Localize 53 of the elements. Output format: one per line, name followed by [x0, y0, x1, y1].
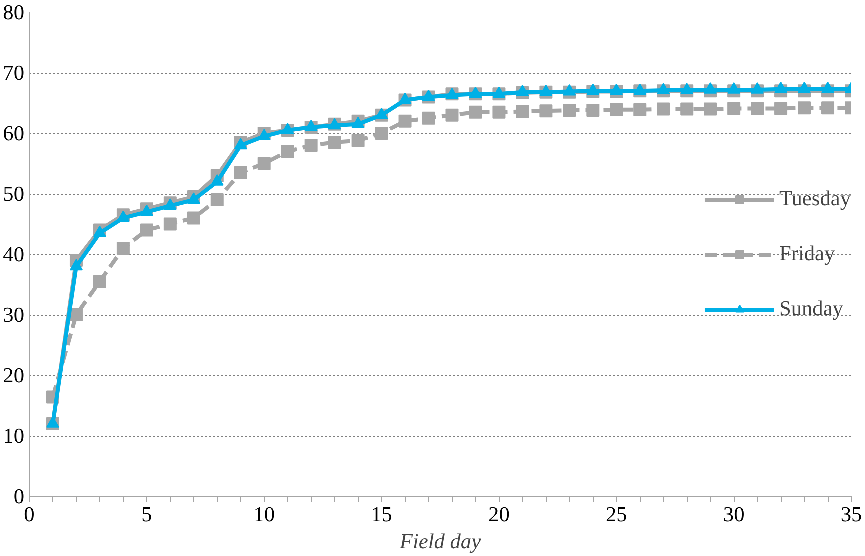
point: [774, 102, 788, 116]
point: [822, 102, 835, 115]
x-tick-label: 10: [254, 502, 276, 526]
point: [680, 102, 694, 116]
y-tick-label: 30: [3, 303, 24, 327]
point: [164, 218, 177, 231]
point: [540, 104, 553, 118]
y-tick-label: 0: [14, 484, 25, 508]
point: [328, 136, 342, 150]
point: [634, 103, 647, 116]
x-tick-label: 20: [488, 502, 510, 526]
point: [70, 308, 83, 322]
point: [422, 112, 436, 125]
y-tick-label: 10: [3, 424, 24, 448]
y-tick-label: 20: [3, 364, 24, 388]
point: [375, 127, 388, 140]
point: [116, 242, 130, 255]
legend-label: Sunday: [779, 296, 844, 322]
x-tick-label: 5: [142, 502, 152, 526]
point: [728, 102, 741, 116]
point: [469, 106, 482, 119]
y-tick-label: 70: [3, 61, 24, 85]
point: [187, 212, 200, 225]
point: [234, 166, 248, 180]
x-tick-label: 35: [840, 502, 862, 526]
legend-label: Friday: [779, 242, 836, 266]
point: [210, 194, 224, 207]
point: [258, 157, 271, 170]
point: [798, 102, 812, 115]
point: [610, 103, 624, 116]
x-tick-label: 15: [371, 502, 392, 526]
y-tick-label: 40: [3, 242, 24, 266]
point: [704, 102, 718, 116]
y-tick-label: 50: [3, 182, 24, 206]
point: [140, 224, 154, 237]
point: [516, 105, 530, 118]
legend-label: Tuesday: [779, 186, 851, 212]
x-tick-label: 25: [606, 502, 628, 526]
y-tick-label: 80: [3, 0, 24, 24]
y-tick-label: 60: [3, 122, 24, 146]
point: [586, 104, 600, 118]
point: [657, 102, 670, 116]
point: [304, 139, 318, 152]
point: [93, 275, 106, 288]
point: [398, 114, 412, 128]
point: [563, 104, 576, 118]
point: [446, 108, 459, 122]
point: [352, 134, 365, 148]
point: [492, 106, 506, 119]
x-tick-label: 30: [723, 502, 745, 526]
point: [751, 102, 764, 116]
x-axis-title: Field day: [398, 530, 482, 554]
point: [281, 145, 294, 158]
